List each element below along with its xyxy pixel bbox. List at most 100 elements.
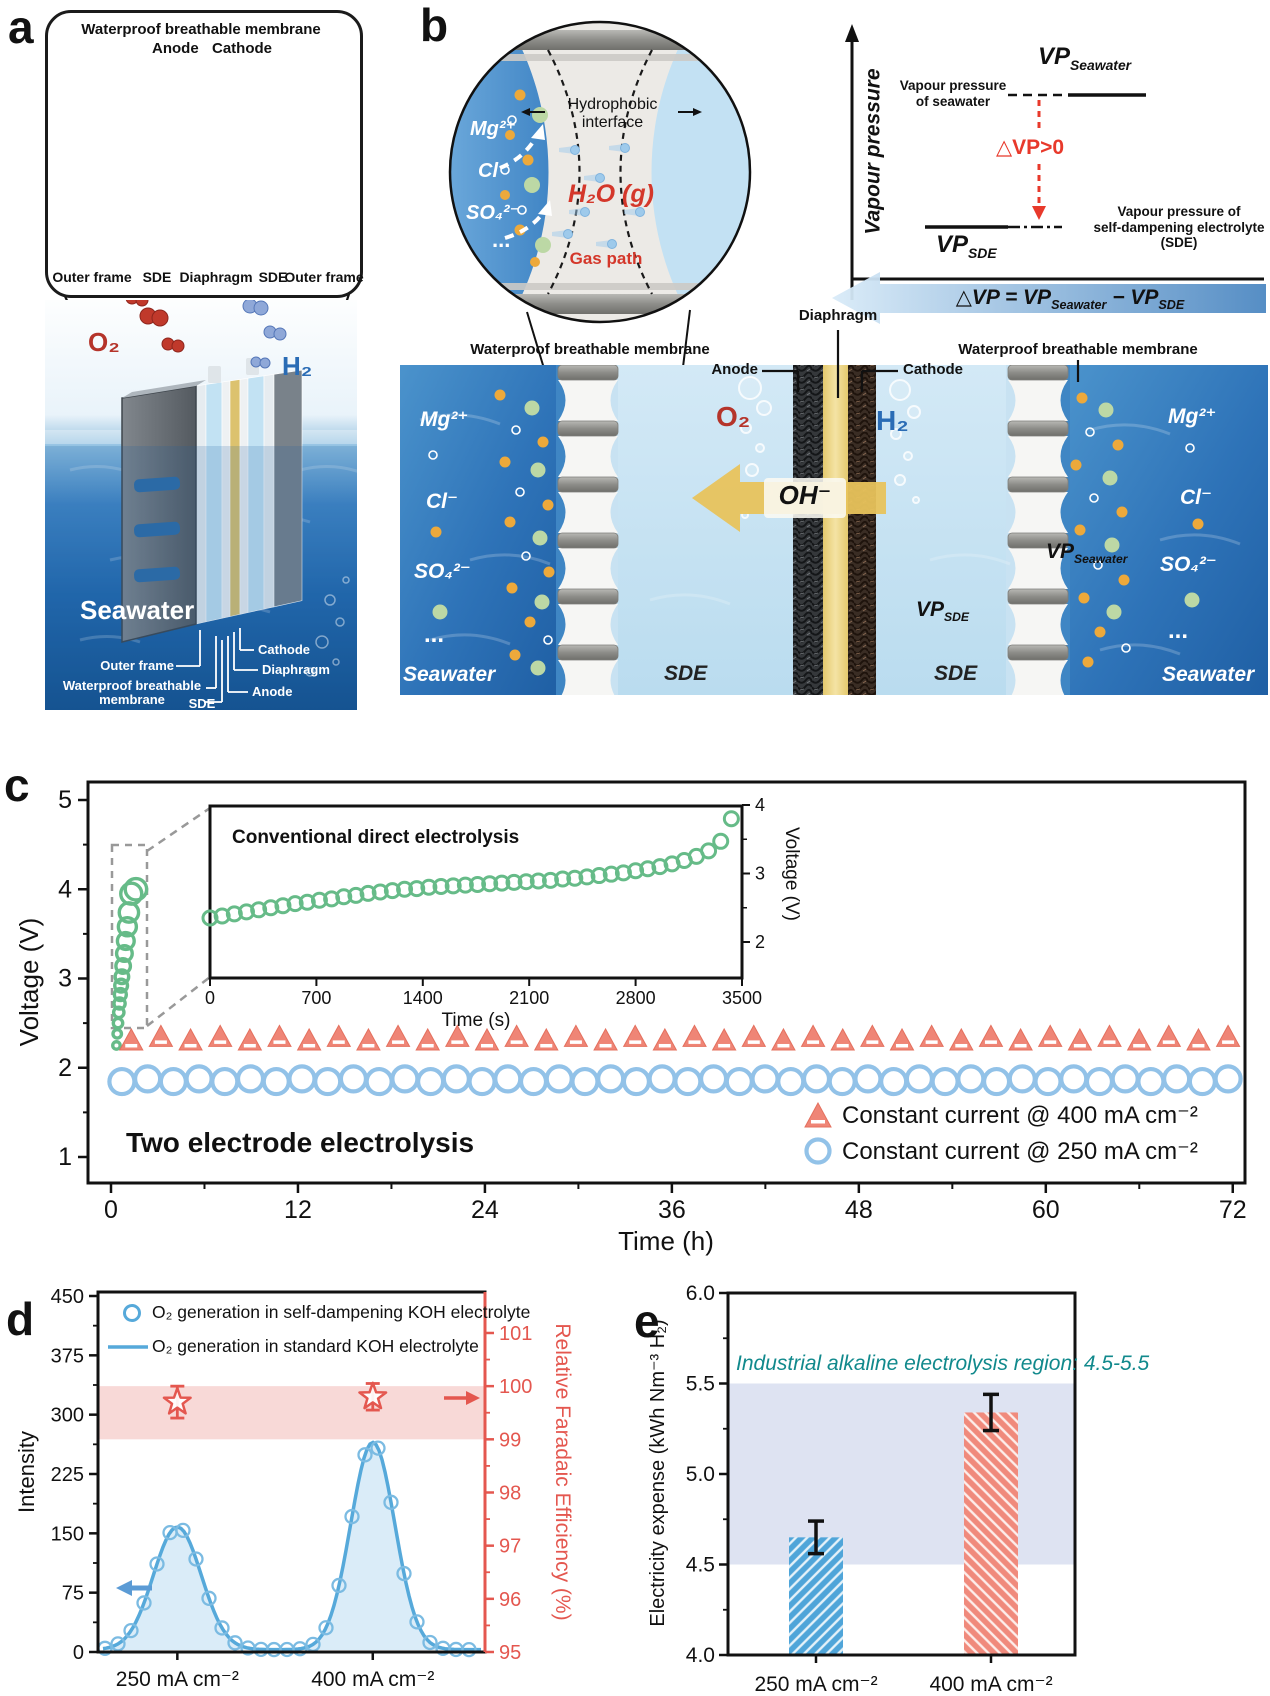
mg-left: Mg²⁺	[420, 408, 469, 431]
chart-e: 250 mA cm⁻² 400 mA cm⁻² 4.0 4.5 5.0 5.5 6.0 Ele…	[647, 1282, 1077, 1696]
svg-text:Intensity: Intensity	[14, 1431, 39, 1513]
label-outer-frame-2: Outer frame	[284, 269, 364, 285]
label-sde-1: SDE	[142, 269, 172, 285]
industrial-region-annotation: Industrial alkaline electrolysis region:…	[736, 1352, 1150, 1375]
chart-d: 0 75 150 225 300 375 450 95 96 97 98 99 100 101 250 mA…	[14, 1286, 574, 1691]
svg-text:400 mA cm⁻²: 400 mA cm⁻²	[311, 1668, 434, 1691]
seawater-right-label: Seawater	[1162, 663, 1255, 686]
svg-text:0: 0	[205, 988, 215, 1008]
svg-text:Electricity expense (kWh Nm⁻³: Electricity expense (kWh Nm⁻³ H₂)	[647, 1319, 669, 1626]
h2-label-scene: H₂	[282, 351, 313, 381]
annotation-two-electrode: Two electrode electrolysis	[126, 1127, 475, 1158]
cl-left: Cl⁻	[426, 490, 459, 513]
panel-e-plot: 250 mA cm⁻² 400 mA cm⁻² 4.0 4.5 5.0 5.5 6.0 Ele…	[647, 1282, 1077, 1696]
svg-text:1400: 1400	[403, 988, 443, 1008]
cl-right: Cl⁻	[1180, 486, 1213, 509]
legend-400: Constant current @ 400 mA cm⁻²	[842, 1102, 1198, 1129]
svg-text:225: 225	[51, 1464, 84, 1486]
label-diaphragm-box: Diaphragm	[179, 269, 253, 285]
label-membrane-top: Waterproof breathable membrane	[81, 21, 321, 38]
svg-text:75: 75	[62, 1583, 84, 1605]
so4-ion-label-inset: SO₄²⁻	[466, 202, 521, 224]
svg-text:60: 60	[1032, 1196, 1060, 1224]
svg-text:36: 36	[658, 1196, 686, 1224]
h2-label-cross: H₂	[876, 405, 909, 436]
svg-text:5.0: 5.0	[686, 1463, 715, 1486]
membrane-right-label: Waterproof breathable membrane	[958, 341, 1198, 358]
panel-b-letter: b	[420, 0, 449, 51]
svg-text:Voltage (V): Voltage (V)	[14, 918, 44, 1047]
label-outer-frame-1: Outer frame	[52, 269, 132, 285]
vp-seawater-desc: Vapour pressure of seawater	[899, 78, 1007, 109]
svg-text:Voltage (V): Voltage (V)	[781, 827, 802, 921]
vp-sde-desc: Vapour pressure of self-dampening electro…	[1093, 204, 1265, 251]
svg-text:250 mA cm⁻²: 250 mA cm⁻²	[116, 1668, 239, 1691]
oh-label: OH⁻	[778, 480, 832, 510]
svg-text:6.0: 6.0	[686, 1282, 715, 1305]
inset-title: Conventional direct electrolysis	[232, 827, 520, 848]
svg-text:3: 3	[58, 965, 72, 993]
svg-text:95: 95	[499, 1642, 521, 1664]
so4-left: SO₄²⁻	[414, 560, 471, 583]
svg-text:300: 300	[51, 1405, 84, 1427]
panel-c-letter: c	[4, 759, 30, 811]
so4-right: SO₄²⁻	[1160, 553, 1217, 576]
hydrophobic-interface-label: Hydrophobic interface	[567, 96, 658, 131]
callout-anode: Anode	[252, 684, 293, 699]
callout-membrane: Waterproof breathable membrane	[62, 678, 202, 708]
dots-label-inset: ...	[492, 227, 511, 252]
callout-diaphragm: Diaphragm	[262, 662, 330, 677]
h2o-gas-label: H₂O (g)	[568, 180, 654, 208]
vp-formula: △VP = VPSeawater − VPSDE	[955, 286, 1185, 313]
exploded-view-box	[45, 10, 363, 298]
callout-sde: SDE	[188, 696, 216, 711]
legend-standard: O₂ generation in standard KOH electrolyt…	[152, 1336, 479, 1356]
svg-text:99: 99	[499, 1429, 521, 1451]
svg-text:4.0: 4.0	[686, 1644, 715, 1667]
svg-text:1: 1	[58, 1143, 72, 1171]
svg-text:Time (s): Time (s)	[442, 1010, 511, 1031]
vp-seawater-label: VPSeawater	[1038, 43, 1132, 73]
membrane-left-label: Waterproof breathable membrane	[470, 341, 710, 358]
svg-text:72: 72	[1219, 1196, 1247, 1224]
mg-ion-label-inset: Mg²⁺	[470, 118, 517, 140]
panel-d-plot: 0 75 150 225 300 375 450 95 96 97 98 99 100 101 250 mA…	[14, 1286, 574, 1691]
panel-b-art	[400, 20, 1268, 695]
seawater-left-label: Seawater	[403, 663, 496, 686]
dots-left: ...	[424, 621, 445, 648]
svg-text:100: 100	[499, 1376, 532, 1398]
diaphragm-label: Diaphragm	[798, 307, 878, 324]
vp-sde-cross: VPSDE	[916, 598, 970, 625]
svg-text:5.5: 5.5	[686, 1373, 715, 1396]
o2-label-scene: O₂	[88, 327, 120, 357]
svg-text:24: 24	[471, 1196, 499, 1224]
svg-text:3: 3	[755, 864, 765, 884]
vp-sde-label: VPSDE	[936, 231, 997, 261]
label-sde-2: SDE	[258, 269, 288, 285]
svg-text:2: 2	[755, 932, 765, 952]
sde-left-label: SDE	[664, 662, 708, 685]
cathode-label: Cathode	[903, 361, 963, 378]
svg-text:97: 97	[499, 1536, 521, 1558]
svg-text:101: 101	[499, 1323, 532, 1345]
svg-text:2800: 2800	[616, 988, 656, 1008]
cl-ion-label-inset: Cl⁻	[478, 160, 509, 182]
mg-right: Mg²⁺	[1168, 405, 1217, 428]
label-cathode-box: Cathode	[212, 40, 272, 57]
gas-path-label: Gas path	[569, 249, 643, 268]
legend-250: Constant current @ 250 mA cm⁻²	[842, 1138, 1198, 1165]
panel-a-letter: a	[8, 1, 34, 53]
svg-text:Relative Faradaic Efficiency (: Relative Faradaic Efficiency (%)	[551, 1323, 574, 1620]
anode-label: Anode	[711, 361, 758, 378]
svg-text:700: 700	[301, 988, 331, 1008]
legend-self-dampening: O₂ generation in self-dampening KOH elec…	[152, 1302, 531, 1322]
o2-label-cross: O₂	[716, 401, 751, 432]
svg-text:4: 4	[58, 875, 72, 903]
sde-right-label: SDE	[934, 662, 978, 685]
callout-outer-frame: Outer frame	[100, 658, 174, 673]
svg-text:0: 0	[73, 1642, 84, 1664]
vp-axis-label: Vapour pressure	[861, 68, 885, 235]
